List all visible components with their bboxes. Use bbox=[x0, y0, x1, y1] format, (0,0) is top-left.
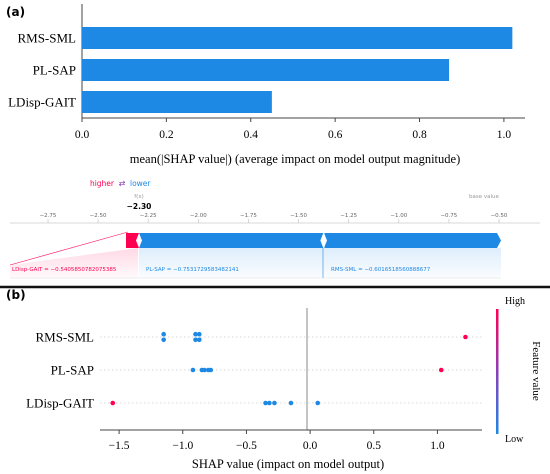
category-label: PL-SAP bbox=[33, 63, 76, 78]
force-fx-value: −2.30 bbox=[127, 202, 152, 211]
force-pink-region bbox=[10, 248, 138, 278]
x-tick-label: 0.8 bbox=[412, 129, 427, 141]
force-tick-label: −1.00 bbox=[390, 213, 407, 219]
shap-point bbox=[315, 400, 321, 406]
panel-a-bars bbox=[82, 27, 513, 113]
x-tick-label: 1.0 bbox=[497, 129, 512, 141]
force-feature-label-plsap: PL-SAP = −0.7531729583482141 bbox=[146, 267, 239, 273]
shap-point bbox=[161, 337, 166, 343]
force-base-value-label: base value bbox=[469, 194, 499, 200]
shap-point bbox=[267, 400, 272, 406]
x-tick-label: 0.4 bbox=[244, 129, 259, 141]
force-feature-label-ldisp: LDisp-GAIT = −0.5405850782075385 bbox=[12, 267, 117, 273]
x-tick-label: −1.5 bbox=[109, 440, 130, 452]
force-tick-label: −1.25 bbox=[340, 213, 357, 219]
force-lower-label: lower bbox=[130, 179, 151, 188]
force-tick-label: −0.75 bbox=[440, 213, 457, 219]
x-tick-label: 0.6 bbox=[328, 129, 343, 141]
category-label: RMS-SML bbox=[17, 31, 76, 46]
shap-point bbox=[263, 400, 268, 406]
shap-point bbox=[197, 331, 202, 337]
panel-a-label: (a) bbox=[6, 5, 25, 19]
category-label: RMS-SML bbox=[35, 330, 94, 345]
x-tick-label: −0.5 bbox=[236, 440, 257, 452]
shap-point bbox=[193, 331, 198, 337]
force-higher-label: higher bbox=[90, 179, 115, 188]
shap-point bbox=[161, 331, 166, 337]
x-tick-label: 0.0 bbox=[303, 440, 318, 452]
force-tick-label: −2.00 bbox=[190, 213, 207, 219]
force-tick-label: −2.75 bbox=[40, 213, 57, 219]
colorbar-high-label: High bbox=[505, 296, 525, 307]
shap-point bbox=[438, 367, 444, 373]
shap-point bbox=[272, 400, 277, 406]
x-tick-label: 0.0 bbox=[75, 129, 90, 141]
x-tick-label: 0.5 bbox=[367, 440, 382, 452]
force-blue-region bbox=[139, 248, 501, 278]
x-tick-label: 0.2 bbox=[159, 129, 174, 141]
colorbar bbox=[496, 309, 499, 434]
force-bar-rms-sml bbox=[324, 233, 501, 248]
shap-point bbox=[197, 337, 202, 343]
panel-b-label: (b) bbox=[6, 288, 26, 302]
shap-point bbox=[190, 367, 196, 373]
panel-b-points bbox=[110, 331, 468, 406]
bar-pl-sap bbox=[82, 59, 450, 81]
shap-point bbox=[110, 400, 116, 406]
force-tick-label: −2.50 bbox=[90, 213, 107, 219]
category-label: LDisp-GAIT bbox=[26, 396, 94, 411]
shap-point bbox=[288, 400, 294, 406]
category-label: PL-SAP bbox=[51, 363, 94, 378]
bar-rms-sml bbox=[82, 27, 513, 49]
force-bar-separator bbox=[320, 232, 325, 249]
force-bar-pl-sap bbox=[139, 233, 324, 248]
force-tick-label: −1.50 bbox=[290, 213, 307, 219]
panel-b-gridlines bbox=[100, 336, 482, 404]
force-tick-label: −2.25 bbox=[140, 213, 157, 219]
force-tick-label: −0.50 bbox=[491, 213, 508, 219]
shap-point bbox=[202, 367, 207, 373]
panel-a-x-label: mean(|SHAP value|) (average impact on mo… bbox=[130, 152, 461, 166]
swap-arrows-icon: ⇄ bbox=[119, 179, 126, 188]
panel-a-x-ticks: 0.0 0.2 0.4 0.6 0.8 1.0 bbox=[75, 118, 512, 141]
bar-ldisp-gait bbox=[82, 91, 272, 113]
force-bar-ldisp-gait bbox=[126, 233, 139, 248]
x-tick-label: −1.0 bbox=[172, 440, 193, 452]
panel-b-x-label: SHAP value (impact on model output) bbox=[192, 457, 384, 471]
shap-point bbox=[463, 334, 468, 340]
shap-point bbox=[193, 337, 198, 343]
force-feature-label-rmssml: RMS-SML = −0.6016518560888677 bbox=[331, 267, 431, 273]
colorbar-title: Feature value bbox=[530, 341, 542, 401]
panel-b-x-ticks: −1.5 −1.0 −0.5 0.0 0.5 1.0 bbox=[109, 430, 445, 452]
category-label: LDisp-GAIT bbox=[8, 95, 76, 110]
panel-b-category-labels: RMS-SML PL-SAP LDisp-GAIT bbox=[26, 330, 94, 411]
shap-point bbox=[208, 367, 214, 373]
colorbar-low-label: Low bbox=[505, 434, 524, 445]
force-fx-label: f(x) bbox=[134, 194, 143, 200]
force-tick-label: −1.75 bbox=[240, 213, 257, 219]
force-pink-connector bbox=[9, 231, 129, 266]
force-axis-ticks: −2.75 −2.50 −2.25 −2.00 −1.75 −1.50 −1.25 −1.00… bbox=[40, 213, 508, 223]
x-tick-label: 1.0 bbox=[430, 440, 445, 452]
panel-a-category-labels: RMS-SML PL-SAP LDisp-GAIT bbox=[8, 31, 76, 110]
